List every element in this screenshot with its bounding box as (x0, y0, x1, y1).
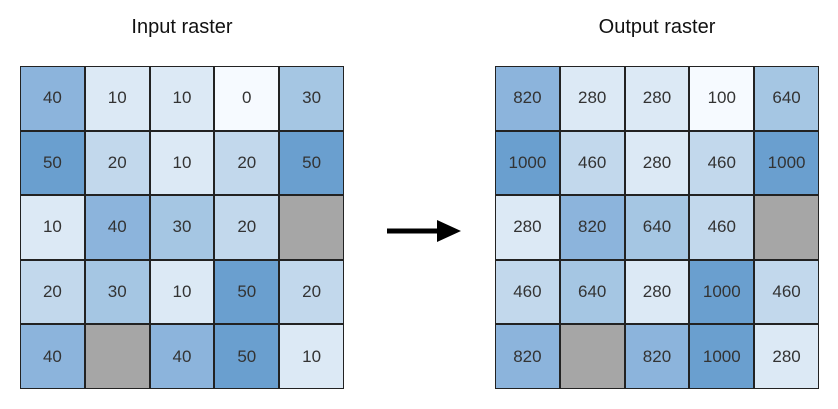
output-cell: 1000 (690, 260, 754, 324)
input-cell: 0 (215, 67, 279, 130)
output-cell: 820 (496, 67, 559, 130)
output-cell: 460 (560, 131, 624, 195)
output-cell: 280 (625, 260, 689, 324)
input-cell: 20 (215, 131, 279, 195)
input-cell: 10 (150, 131, 214, 195)
input-cell: 50 (21, 131, 84, 195)
input-cell: 10 (150, 260, 214, 324)
output-cell: 100 (690, 67, 754, 130)
output-cell: 640 (560, 260, 624, 324)
output-raster-title: Output raster (598, 16, 716, 38)
output-cell (560, 325, 624, 388)
output-cell: 820 (560, 196, 624, 259)
input-cell: 20 (215, 196, 279, 259)
input-cell: 40 (21, 325, 84, 388)
output-cell: 280 (755, 325, 818, 388)
output-cell: 460 (690, 196, 754, 259)
input-cell: 30 (85, 260, 149, 324)
output-cell (755, 196, 818, 259)
input-cell: 50 (215, 260, 279, 324)
output-raster-grid: 820 280 280 100 640 1000 460 280 460 1000 280 820 64… (495, 66, 819, 389)
input-cell: 20 (280, 260, 343, 324)
output-cell: 640 (755, 67, 818, 130)
output-cell: 1000 (690, 325, 754, 388)
input-cell: 40 (150, 325, 214, 388)
output-cell: 640 (625, 196, 689, 259)
input-cell: 10 (150, 67, 214, 130)
output-cell: 280 (496, 196, 559, 259)
output-cell: 820 (625, 325, 689, 388)
output-cell: 820 (496, 325, 559, 388)
input-cell: 10 (280, 325, 343, 388)
input-cell (280, 196, 343, 259)
output-cell: 280 (625, 131, 689, 195)
input-cell: 10 (21, 196, 84, 259)
input-cell: 30 (280, 67, 343, 130)
input-cell: 50 (215, 325, 279, 388)
input-cell: 30 (150, 196, 214, 259)
output-cell: 280 (560, 67, 624, 130)
output-cell: 460 (496, 260, 559, 324)
output-cell: 1000 (496, 131, 559, 195)
input-cell (85, 325, 149, 388)
right-arrow-icon (387, 220, 461, 242)
output-cell: 280 (625, 67, 689, 130)
output-cell: 460 (755, 260, 818, 324)
input-raster-grid: 40 10 10 0 30 50 20 10 20 50 10 40 30 20 20 30 10 50 20 40 4… (20, 66, 344, 389)
output-cell: 460 (690, 131, 754, 195)
input-cell: 10 (85, 67, 149, 130)
input-cell: 50 (280, 131, 343, 195)
input-raster-title: Input raster (131, 16, 233, 38)
output-cell: 1000 (755, 131, 818, 195)
input-cell: 40 (85, 196, 149, 259)
input-cell: 40 (21, 67, 84, 130)
input-cell: 20 (85, 131, 149, 195)
input-cell: 20 (21, 260, 84, 324)
